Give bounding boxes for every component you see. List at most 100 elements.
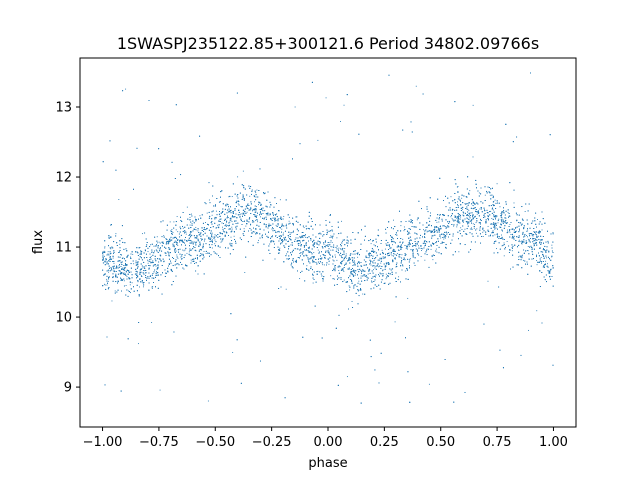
data-point [467,221,469,222]
data-point [314,242,315,244]
data-point [370,264,372,266]
data-point [418,245,419,247]
data-point [278,230,280,232]
data-point [521,243,523,245]
data-point [275,217,276,219]
data-point [476,228,478,230]
data-point [243,228,245,230]
data-point [453,225,455,227]
data-point [189,219,191,221]
data-point [499,206,501,208]
data-point [437,229,439,231]
data-point [331,242,333,243]
data-point [300,242,301,244]
data-point [339,266,341,268]
data-point [501,217,503,219]
data-point [343,279,345,281]
data-point [407,297,409,299]
data-point [507,229,509,231]
data-point [343,104,345,106]
data-point [256,189,258,191]
data-point [191,260,193,262]
data-point [476,213,478,215]
data-point [475,222,477,224]
data-point [150,255,152,257]
data-point [432,259,434,261]
data-point [468,215,470,217]
data-point [477,211,479,213]
data-point [358,277,359,279]
data-point [516,219,518,221]
data-point [403,258,405,260]
data-point [381,249,383,251]
data-point [313,252,315,254]
data-point [252,210,253,212]
data-point [328,263,330,265]
data-point [110,252,112,254]
data-point [150,244,151,246]
data-point [200,253,202,255]
data-point [526,235,528,236]
data-point [380,262,382,264]
data-point [312,282,314,284]
data-point [498,218,500,220]
data-point [132,253,134,255]
data-point [551,256,553,258]
data-point [317,139,319,141]
data-point [368,269,370,271]
data-point [230,236,232,238]
data-point [199,242,201,244]
data-point [458,251,460,253]
data-point [168,243,170,245]
data-point [212,242,213,244]
data-point [237,176,239,178]
data-point [177,257,179,259]
data-point [334,278,335,280]
data-point [534,238,536,240]
data-point [129,284,131,286]
data-point [180,256,182,258]
data-point [186,206,188,208]
data-point [392,244,393,246]
data-point [140,275,142,277]
data-point [527,230,529,232]
data-point [230,219,232,221]
data-point [409,245,411,247]
data-point [199,215,201,217]
data-point [433,244,435,245]
data-point [226,221,227,223]
scatter-points [102,72,554,404]
data-point [426,231,428,233]
data-point [465,233,467,234]
data-point [354,274,356,276]
data-point [255,219,257,221]
data-point [294,239,296,240]
data-point [490,210,492,212]
data-point [158,241,160,243]
data-point [104,255,105,257]
data-point [360,275,362,277]
data-point [137,264,139,266]
data-point [403,257,405,259]
data-point [283,215,285,217]
data-point [532,237,534,239]
data-point [457,201,459,203]
data-point [472,223,474,225]
data-point [205,253,207,254]
data-point [518,256,520,258]
data-point [489,194,491,196]
data-point [279,199,281,201]
data-point [478,192,480,194]
data-point [294,106,296,108]
data-point [191,223,193,225]
data-point [106,278,108,280]
data-point [327,231,329,233]
data-point [307,257,309,258]
data-point [257,221,259,223]
data-point [212,236,214,238]
data-point [231,221,233,223]
data-point [303,227,305,229]
data-point [251,189,253,191]
data-point [250,224,251,226]
data-point [438,221,440,223]
